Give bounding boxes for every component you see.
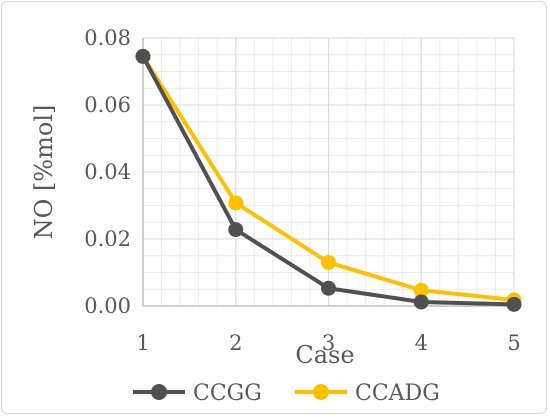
legend-swatch-marker [151, 384, 167, 400]
axes [142, 38, 514, 307]
y-tick-label: 0.00 [84, 294, 131, 318]
x-tick-labels: 1 2 3 4 5 [136, 331, 520, 355]
data-point-ccadg [321, 254, 336, 270]
grid [143, 37, 515, 306]
legend-label: CCGG [193, 381, 262, 406]
data-point-ccadg [413, 282, 429, 298]
x-tick-label: 2 [229, 331, 242, 355]
legend-item-ccgg: CCGG [133, 381, 262, 406]
x-tick-label: 4 [415, 331, 428, 355]
legend: CCGG CCADG [133, 381, 440, 406]
data-point-ccgg [321, 280, 336, 296]
series-layer [135, 48, 522, 312]
data-point-ccgg [413, 294, 429, 310]
data-point-ccgg [506, 296, 522, 312]
x-tick-label: 3 [322, 331, 335, 355]
data-point-ccgg [135, 48, 151, 64]
x-axis-title: Case [295, 341, 354, 369]
y-tick-label: 0.02 [84, 227, 131, 251]
y-tick-label: 0.06 [84, 93, 131, 117]
y-tick-label: 0.08 [84, 26, 131, 50]
data-point-ccadg [228, 195, 244, 211]
legend-label: CCADG [355, 381, 440, 406]
x-tick-label: 1 [136, 331, 149, 355]
legend-swatch-marker [313, 384, 329, 400]
legend-item-ccadg: CCADG [295, 381, 440, 406]
y-tick-label: 0.04 [84, 160, 131, 184]
data-point-ccgg [228, 222, 244, 238]
y-tick-labels: 0.00 0.02 0.04 0.06 0.08 [84, 26, 131, 318]
y-axis-title: NO [%mol] [30, 105, 58, 240]
x-tick-label: 5 [507, 331, 520, 355]
